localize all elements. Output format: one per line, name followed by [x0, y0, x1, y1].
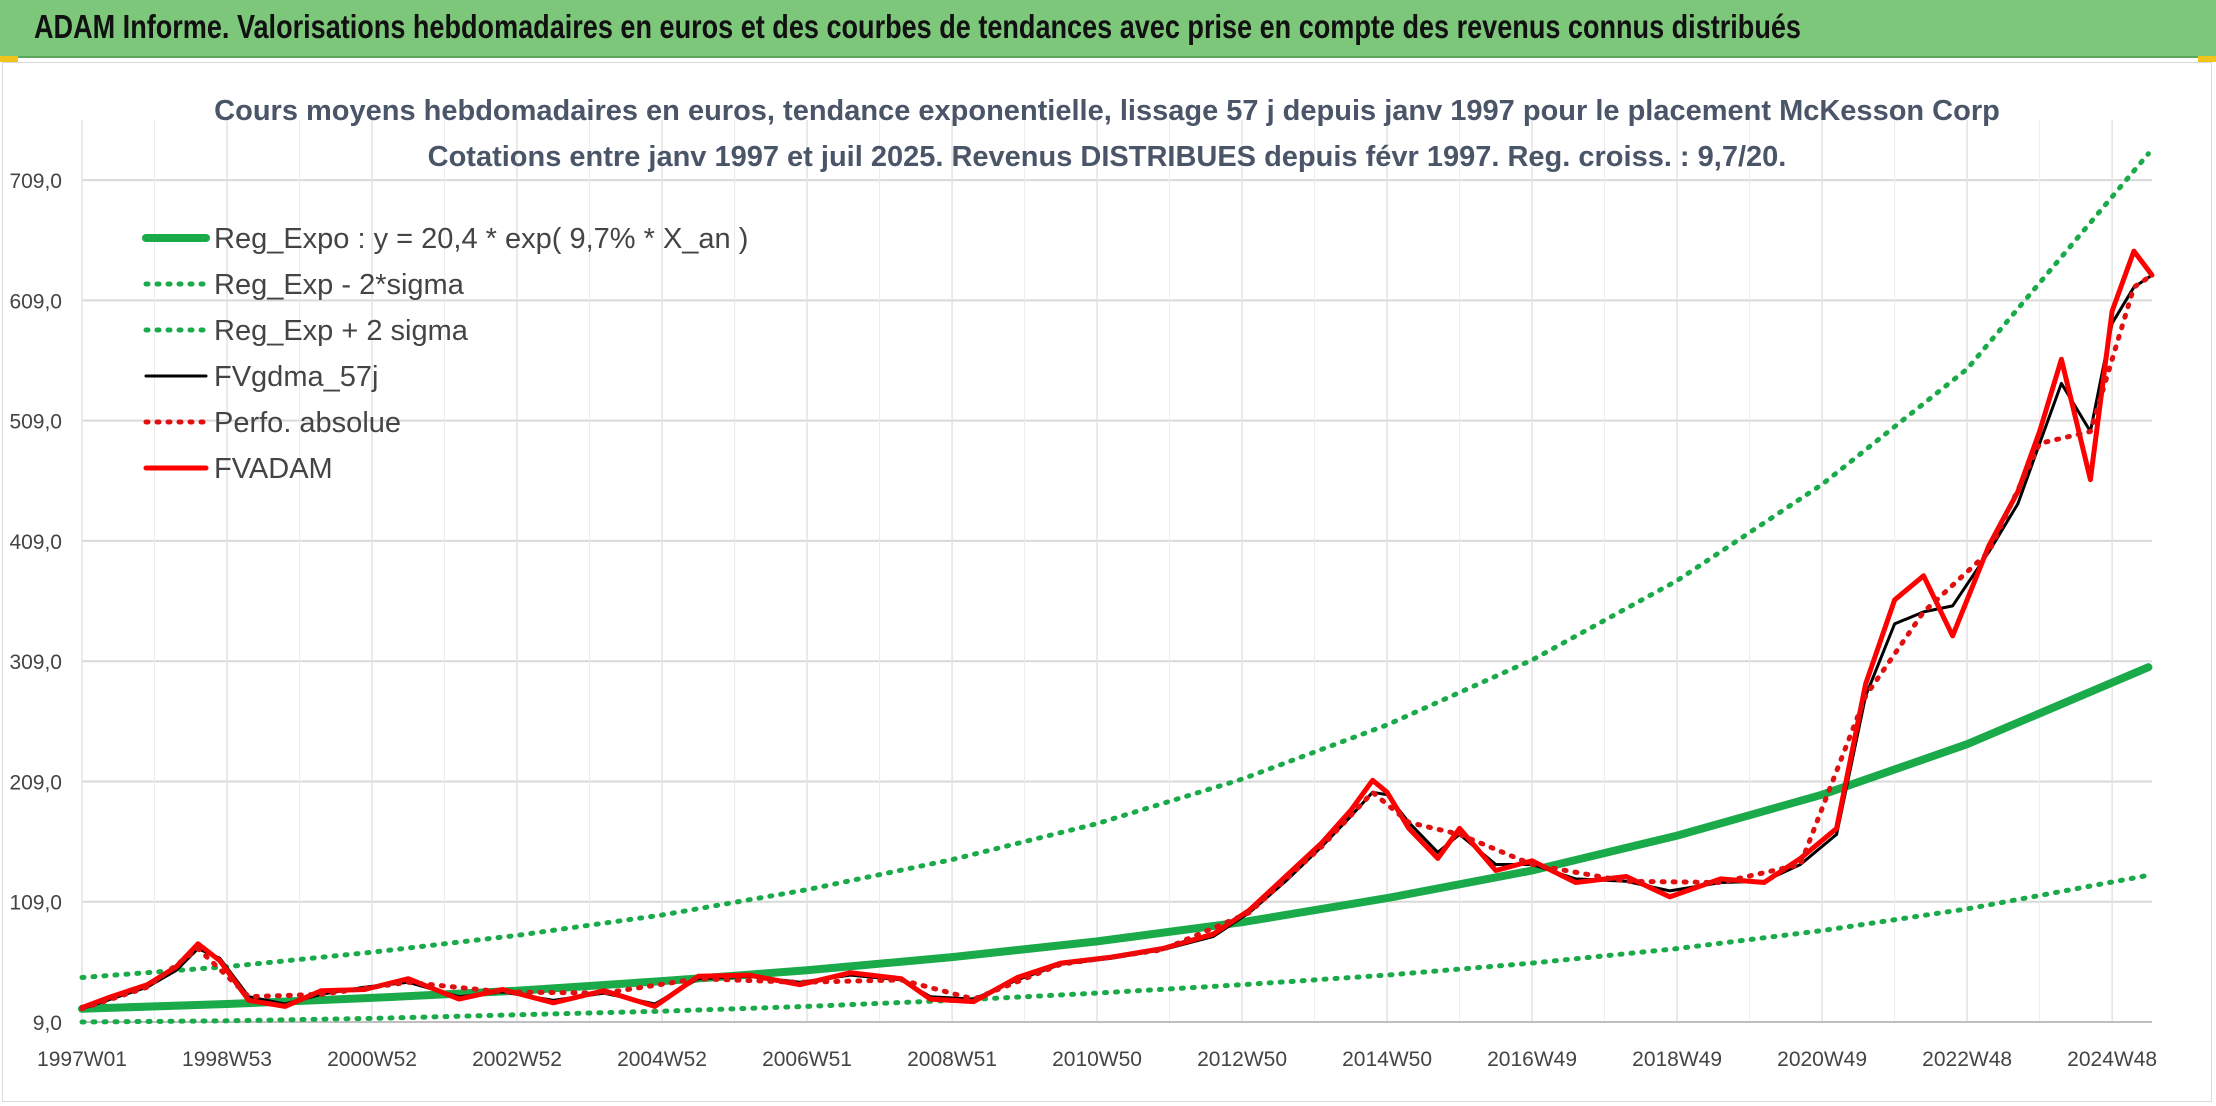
right-corner-accent [2198, 56, 2216, 62]
chart-subtitle: Cotations entre janv 1997 et juil 2025. … [428, 141, 1787, 173]
y-axis-ticks: 9,0 109,0 209,0 309,0 409,0 509,0 609,0 709,0 [9, 170, 62, 1035]
legend-label-5: FVADAM [214, 453, 333, 485]
x-tick-label: 2006W51 [762, 1048, 852, 1071]
series-line-1 [79, 872, 2151, 1025]
x-tick-label: 2018W49 [1632, 1048, 1722, 1071]
legend-label-0: Reg_Expo : y = 20,4 * exp( 9,7% * X_an ) [214, 223, 748, 255]
x-tick-label: 1998W53 [182, 1048, 272, 1071]
y-tick-label: 109,0 [9, 892, 62, 915]
x-tick-label: 2002W52 [472, 1048, 562, 1071]
series-line-5 [79, 248, 2155, 1011]
y-tick-label: 709,0 [9, 170, 62, 193]
x-tick-label: 2004W52 [617, 1048, 707, 1071]
chart-title: Cours moyens hebdomadaires en euros, ten… [214, 95, 2000, 127]
x-tick-label: 2008W51 [907, 1048, 997, 1071]
y-tick-label: 9,0 [33, 1012, 62, 1035]
y-tick-label: 209,0 [9, 771, 62, 794]
legend-label-2: Reg_Exp + 2 sigma [214, 315, 469, 347]
series-line-3 [80, 273, 2154, 1011]
x-tick-label: 1997W01 [37, 1048, 127, 1071]
x-tick-label: 2016W49 [1487, 1048, 1577, 1071]
x-tick-label: 2010W50 [1052, 1048, 1142, 1071]
chart-frame [2, 62, 2212, 1102]
series-line-4 [79, 272, 2155, 1012]
legend-label-4: Perfo. absolue [214, 407, 401, 439]
chart-grid [81, 120, 2152, 1023]
x-tick-label: 2012W50 [1197, 1048, 1287, 1071]
x-tick-label: 2020W49 [1777, 1048, 1867, 1071]
y-tick-label: 609,0 [9, 290, 62, 313]
x-tick-label: 2024W48 [2067, 1048, 2157, 1071]
chart-legend: Reg_Expo : y = 20,4 * exp( 9,7% * X_an )… [142, 223, 748, 485]
series-line-2 [79, 151, 2151, 980]
left-corner-accent [0, 56, 18, 62]
series-line-0 [78, 663, 2153, 1013]
legend-label-1: Reg_Exp - 2*sigma [214, 269, 465, 301]
y-tick-label: 309,0 [9, 651, 62, 674]
x-axis-ticks: 1997W01 1998W53 2000W52 2002W52 2004W52 2006W… [37, 1048, 2157, 1071]
x-tick-label: 2000W52 [327, 1048, 417, 1071]
x-tick-label: 2014W50 [1342, 1048, 1432, 1071]
report-banner: ADAM Informe. Valorisations hebdomadaire… [0, 0, 2216, 58]
y-tick-label: 509,0 [9, 411, 62, 434]
x-tick-label: 2022W48 [1922, 1048, 2012, 1071]
legend-label-3: FVgdma_57j [214, 361, 378, 393]
report-title: ADAM Informe. Valorisations hebdomadaire… [34, 8, 1801, 45]
y-tick-label: 409,0 [9, 531, 62, 554]
chart-series [78, 151, 2155, 1025]
